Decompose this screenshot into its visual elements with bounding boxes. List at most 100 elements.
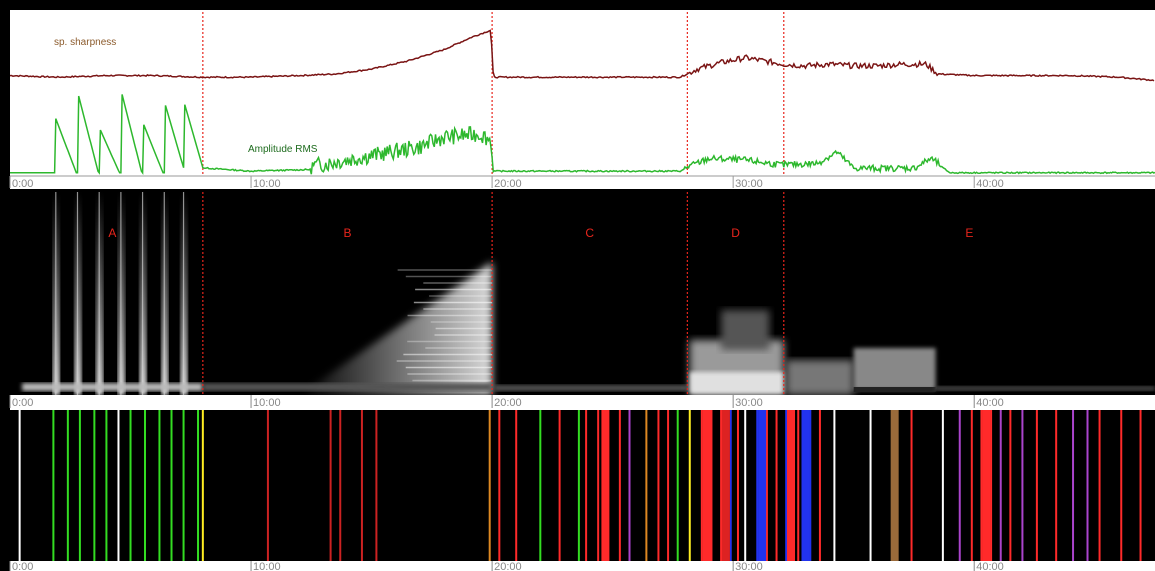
segment-label-D: D xyxy=(731,226,740,240)
block-d-top xyxy=(721,310,770,350)
event-line-35 xyxy=(710,410,713,561)
event-line-54 xyxy=(980,410,983,561)
event-line-23 xyxy=(558,410,561,561)
events-tick-label-3: 30:00 xyxy=(735,561,763,571)
event-line-57 xyxy=(1009,410,1012,561)
events-time-axis xyxy=(10,561,1155,571)
event-band-5 xyxy=(801,410,810,561)
event-band-3 xyxy=(758,410,767,561)
event-line-52 xyxy=(958,410,961,561)
events-tick-label-4: 40:00 xyxy=(976,561,1004,571)
event-line-1 xyxy=(52,410,55,561)
features-tick-label-2: 20:00 xyxy=(494,178,522,190)
event-line-45 xyxy=(809,410,812,561)
event-band-0 xyxy=(601,410,610,561)
event-line-13 xyxy=(201,410,204,561)
event-line-4 xyxy=(93,410,96,561)
block-d-base xyxy=(689,372,784,394)
block-e-left xyxy=(786,360,854,395)
event-line-20 xyxy=(498,410,501,561)
event-line-28 xyxy=(628,410,631,561)
spectrogram-tick-label-4: 40:00 xyxy=(976,397,1004,409)
event-line-59 xyxy=(1035,410,1038,561)
event-line-47 xyxy=(833,410,836,561)
event-line-65 xyxy=(1139,410,1142,561)
features-tick-label-1: 10:00 xyxy=(253,178,281,190)
events-tick-label-1: 10:00 xyxy=(253,561,281,571)
event-line-40 xyxy=(756,410,759,561)
features-tick-label-3: 30:00 xyxy=(735,178,763,190)
block-e-dark-band xyxy=(853,387,936,392)
event-line-30 xyxy=(657,410,660,561)
spectrogram-tick-label-0: 0:00 xyxy=(12,397,33,409)
features-tick-label-0: 0:00 xyxy=(12,178,33,190)
low-band-b xyxy=(202,383,493,391)
low-band-a xyxy=(22,383,203,391)
event-line-56 xyxy=(999,410,1002,561)
event-line-22 xyxy=(539,410,542,561)
event-line-44 xyxy=(797,410,800,561)
rms-series-label: Amplitude RMS xyxy=(248,144,318,155)
event-line-8 xyxy=(143,410,146,561)
segment-label-C: C xyxy=(585,226,594,240)
event-line-34 xyxy=(700,410,703,561)
event-line-11 xyxy=(182,410,185,561)
event-line-17 xyxy=(360,410,363,561)
low-band-e xyxy=(935,386,1155,391)
event-line-2 xyxy=(66,410,69,561)
event-line-5 xyxy=(105,410,108,561)
segment-label-E: E xyxy=(965,226,973,240)
event-line-46 xyxy=(818,410,821,561)
spectrogram-background xyxy=(10,190,1155,395)
event-line-15 xyxy=(329,410,332,561)
event-line-38 xyxy=(736,410,739,561)
events-tick-label-2: 20:00 xyxy=(494,561,522,571)
event-line-33 xyxy=(688,410,691,561)
event-line-55 xyxy=(990,410,993,561)
low-band-c xyxy=(494,385,688,391)
spectrogram-tick-label-1: 10:00 xyxy=(253,397,281,409)
segment-label-A: A xyxy=(108,226,116,240)
event-line-10 xyxy=(170,410,173,561)
features-panel: 0:00 10:00 20:00 30:00 40:00 sp. sharpness A… xyxy=(9,10,1155,190)
block-e xyxy=(853,348,936,390)
event-band-2 xyxy=(721,410,730,561)
event-band-6 xyxy=(890,410,899,561)
event-band-1 xyxy=(702,410,711,561)
sharpness-series-label: sp. sharpness xyxy=(54,37,116,48)
event-line-58 xyxy=(1021,410,1024,561)
event-line-64 xyxy=(1120,410,1123,561)
event-line-31 xyxy=(667,410,670,561)
event-line-9 xyxy=(158,410,161,561)
events-tick-label-0: 0:00 xyxy=(12,561,33,571)
event-line-32 xyxy=(676,410,679,561)
event-band-4 xyxy=(787,410,796,561)
event-line-61 xyxy=(1072,410,1075,561)
event-line-26 xyxy=(597,410,600,561)
event-line-53 xyxy=(970,410,973,561)
event-line-21 xyxy=(515,410,518,561)
spectrogram-tick-label-3: 30:00 xyxy=(735,397,763,409)
event-line-3 xyxy=(78,410,81,561)
features-tick-label-4: 40:00 xyxy=(976,178,1004,190)
event-line-25 xyxy=(585,410,588,561)
event-line-43 xyxy=(785,410,788,561)
event-line-60 xyxy=(1055,410,1058,561)
event-line-12 xyxy=(197,410,200,561)
spectrogram-tick-label-2: 20:00 xyxy=(494,397,522,409)
event-line-39 xyxy=(744,410,747,561)
event-line-42 xyxy=(775,410,778,561)
event-line-19 xyxy=(488,410,491,561)
event-line-0 xyxy=(18,410,21,561)
event-line-24 xyxy=(577,410,580,561)
event-line-14 xyxy=(266,410,269,561)
event-line-63 xyxy=(1098,410,1101,561)
spectrogram-time-axis xyxy=(10,395,1155,410)
event-line-18 xyxy=(375,410,378,561)
event-line-51 xyxy=(941,410,944,561)
spectrogram-panel: A B C D E 0:00 10:00 20:00 30:00 40:00 xyxy=(9,190,1155,410)
sharpness-line xyxy=(9,29,1155,82)
event-line-37 xyxy=(729,410,732,561)
